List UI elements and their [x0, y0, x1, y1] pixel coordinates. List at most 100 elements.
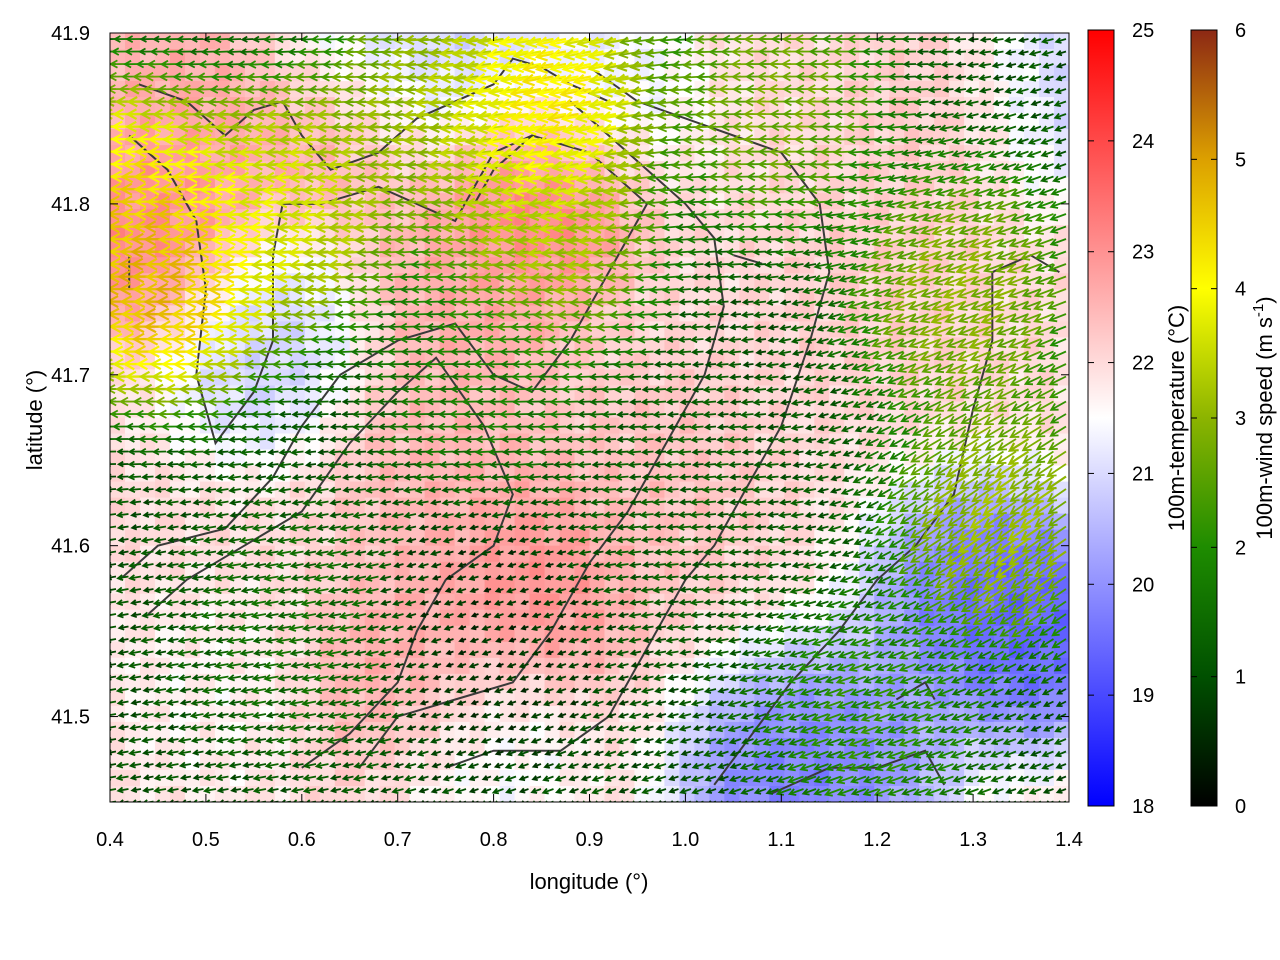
heatmap-cell: [1054, 785, 1069, 802]
heatmap-cell: [409, 337, 426, 355]
heatmap-cell: [304, 641, 321, 659]
heatmap-cell: [274, 497, 291, 515]
heatmap-cell: [349, 593, 366, 611]
heatmap-cell: [724, 609, 740, 627]
heatmap-cell: [349, 465, 366, 483]
heatmap-cell: [484, 705, 501, 723]
heatmap-cell: [514, 433, 531, 451]
heatmap-cell: [529, 705, 546, 723]
heatmap-cell: [529, 673, 546, 691]
heatmap-cell: [409, 721, 426, 739]
heatmap-cell: [604, 609, 621, 627]
heatmap-cell: [754, 417, 770, 435]
heatmap-cell: [724, 785, 740, 802]
heatmap-cell: [394, 529, 411, 547]
heatmap-cell: [199, 449, 216, 467]
heatmap-cell: [154, 657, 171, 675]
heatmap-cell: [364, 369, 381, 387]
heatmap-cell: [409, 497, 426, 515]
heatmap-cell: [799, 385, 815, 403]
heatmap-cell: [319, 657, 336, 675]
heatmap-cell: [724, 465, 740, 483]
heatmap-cell: [949, 65, 965, 82]
heatmap-cell: [739, 497, 755, 515]
heatmap-cell: [169, 545, 186, 563]
heatmap-cell: [634, 353, 651, 371]
heatmap-cell: [229, 545, 246, 563]
heatmap-cell: [244, 545, 261, 563]
heatmap-cell: [889, 33, 905, 50]
heatmap-cell: [484, 465, 501, 483]
heatmap-cell: [634, 673, 651, 691]
heatmap-cell: [454, 497, 471, 515]
heatmap-cell: [799, 433, 815, 451]
heatmap-cell: [784, 417, 800, 435]
heatmap-cell: [349, 321, 366, 338]
heatmap-cell: [199, 465, 216, 483]
heatmap-cell: [394, 609, 411, 627]
heatmap-cell: [199, 593, 216, 611]
heatmap-cell: [154, 465, 171, 483]
heatmap-cell: [544, 657, 561, 675]
heatmap-cell: [634, 785, 651, 802]
heatmap-cell: [649, 609, 666, 627]
heatmap-cell: [454, 369, 471, 387]
heatmap-cell: [529, 497, 546, 515]
heatmap-cell: [679, 353, 695, 371]
heatmap-cell: [334, 529, 351, 547]
heatmap-cell: [289, 641, 306, 659]
heatmap-cell: [1054, 161, 1069, 178]
heatmap-cell: [859, 145, 875, 162]
heatmap-cell: [574, 593, 591, 611]
heatmap-cell: [514, 529, 531, 547]
heatmap-cell: [604, 209, 621, 226]
temperature-heatmap: [110, 33, 1069, 802]
heatmap-cell: [139, 353, 156, 371]
heatmap-cell: [634, 529, 651, 547]
heatmap-cell: [409, 513, 426, 531]
heatmap-cell: [499, 625, 516, 643]
heatmap-cell: [169, 769, 186, 787]
heatmap-cell: [784, 305, 800, 322]
heatmap-cell: [274, 545, 291, 563]
heatmap-cell: [769, 209, 785, 226]
heatmap-cell: [694, 145, 710, 162]
heatmap-cell: [229, 785, 246, 802]
heatmap-cell: [634, 385, 651, 403]
heatmap-cell: [634, 705, 651, 723]
heatmap-cell: [484, 769, 501, 787]
heatmap-cell: [784, 241, 800, 258]
heatmap-cell: [289, 353, 306, 371]
heatmap-cell: [334, 497, 351, 515]
heatmap-cell: [634, 433, 651, 451]
heatmap-cell: [664, 465, 680, 483]
heatmap-cell: [724, 641, 740, 659]
heatmap-cell: [394, 769, 411, 787]
heatmap-cell: [289, 417, 306, 435]
heatmap-cell: [574, 769, 591, 787]
heatmap-cell: [139, 33, 156, 50]
heatmap-cell: [409, 353, 426, 371]
heatmap-cell: [334, 353, 351, 371]
heatmap-cell: [514, 625, 531, 643]
heatmap-cell: [110, 753, 126, 771]
heatmap-cell: [559, 657, 576, 675]
heatmap-cell: [814, 497, 830, 515]
heatmap-cell: [379, 113, 396, 130]
heatmap-cell: [859, 321, 875, 338]
heatmap-cell: [514, 753, 531, 771]
heatmap-cell: [409, 465, 426, 483]
heatmap-cell: [454, 721, 471, 739]
heatmap-cell: [184, 49, 201, 66]
heatmap-cell: [769, 129, 785, 146]
heatmap-cell: [110, 545, 126, 563]
heatmap-cell: [289, 33, 306, 50]
heatmap-cell: [529, 785, 546, 802]
heatmap-cell: [439, 625, 456, 643]
heatmap-cell: [784, 497, 800, 515]
heatmap-cell: [1054, 305, 1069, 322]
heatmap-cell: [379, 641, 396, 659]
heatmap-cell: [110, 497, 126, 515]
heatmap-cell: [724, 257, 740, 274]
heatmap-cell: [424, 369, 441, 387]
